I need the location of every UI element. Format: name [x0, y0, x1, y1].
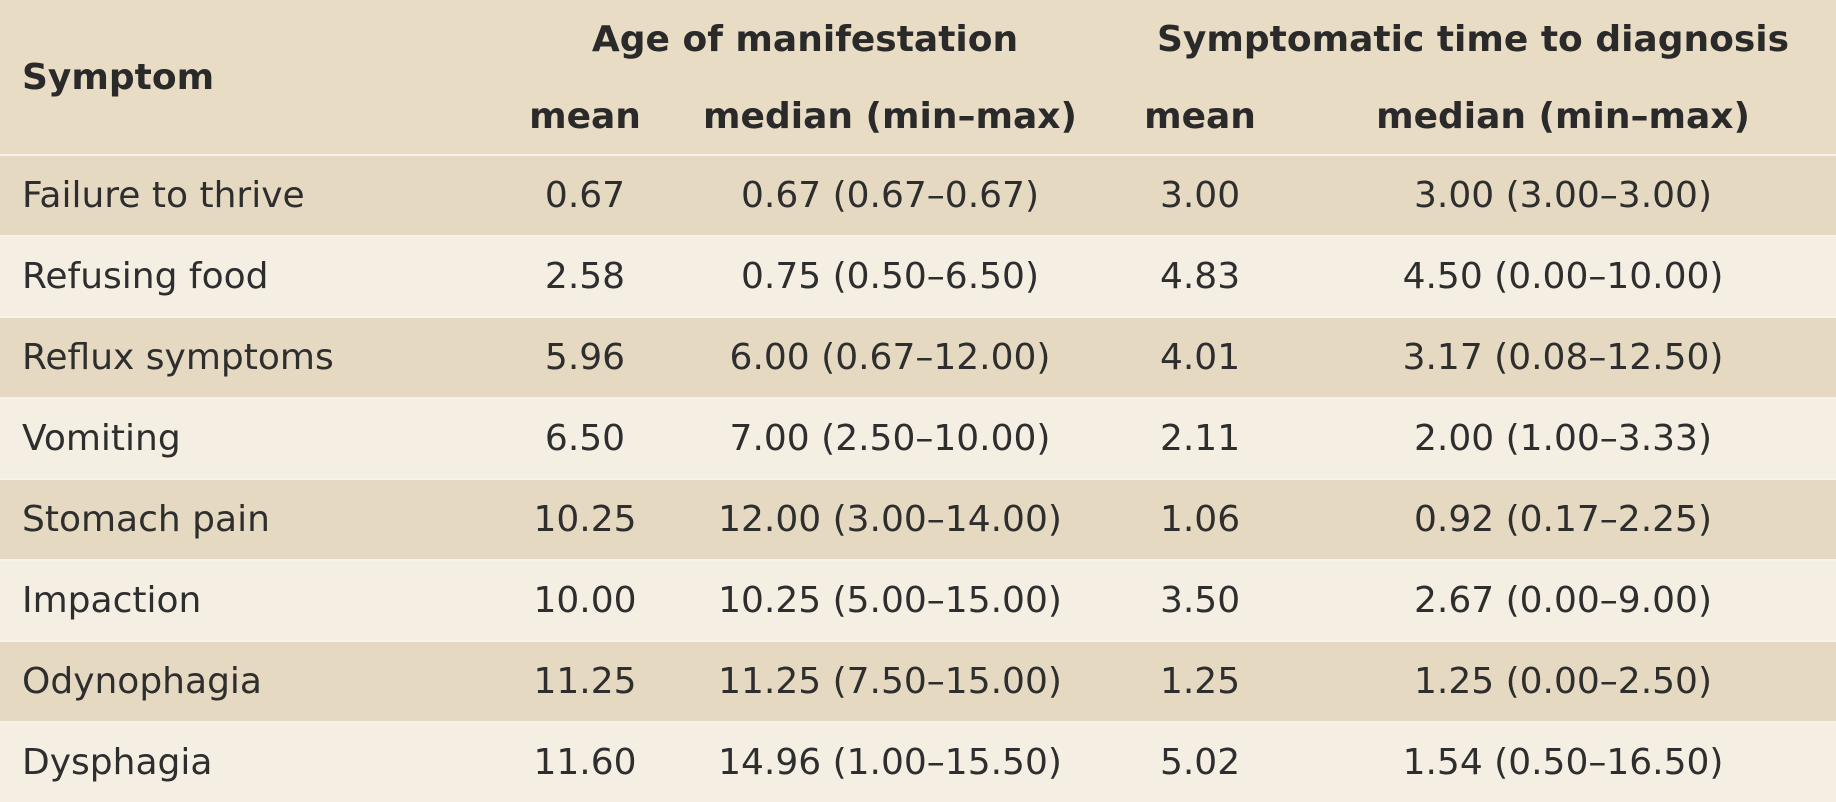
cell-age-median: 11.25 (7.50–15.00) [718, 661, 1062, 702]
cell-age-median: 0.75 (0.50–6.50) [741, 256, 1040, 297]
cell-time-median: 4.50 (0.00–10.00) [1402, 256, 1724, 297]
header-time-mean: mean [1144, 95, 1256, 137]
table-row: Stomach pain 10.25 12.00 (3.00–14.00) 1.… [0, 479, 1836, 560]
header-time-median: median (min–max) [1376, 95, 1750, 137]
cell-symptom: Failure to thrive [22, 175, 305, 216]
header-row-groups: Symptom Age of manifestation Symptomatic… [0, 0, 1836, 98]
cell-time-median: 1.25 (0.00–2.50) [1414, 661, 1713, 702]
cell-symptom: Refusing food [22, 256, 269, 297]
table-row: Failure to thrive 0.67 0.67 (0.67–0.67) … [0, 155, 1836, 236]
cell-time-median: 0.92 (0.17–2.25) [1414, 499, 1713, 540]
header-symptomatic-time: Symptomatic time to diagnosis [1156, 18, 1790, 60]
table-row: Dysphagia 11.60 14.96 (1.00–15.50) 5.02 … [0, 722, 1836, 802]
table-header: Symptom Age of manifestation Symptomatic… [0, 0, 1836, 155]
table-row: Vomiting 6.50 7.00 (2.50–10.00) 2.11 2.0… [0, 398, 1836, 479]
cell-time-mean: 1.25 [1159, 661, 1241, 702]
cell-time-mean: 4.01 [1159, 337, 1241, 378]
cell-age-median: 6.00 (0.67–12.00) [729, 337, 1051, 378]
cell-time-mean: 3.50 [1159, 580, 1241, 621]
cell-age-median: 7.00 (2.50–10.00) [729, 418, 1051, 459]
cell-symptom: Odynophagia [22, 661, 262, 702]
cell-symptom: Reflux symptoms [22, 337, 334, 378]
cell-time-median: 1.54 (0.50–16.50) [1402, 742, 1724, 783]
cell-symptom: Vomiting [22, 418, 181, 459]
cell-age-mean: 6.50 [544, 418, 626, 459]
cell-time-mean: 5.02 [1159, 742, 1241, 783]
cell-time-mean: 3.00 [1159, 175, 1241, 216]
cell-age-median: 12.00 (3.00–14.00) [718, 499, 1062, 540]
cell-time-mean: 1.06 [1159, 499, 1241, 540]
cell-age-mean: 11.60 [533, 742, 637, 783]
header-symptom: Symptom [22, 56, 215, 98]
cell-time-mean: 2.11 [1159, 418, 1241, 459]
cell-age-mean: 5.96 [544, 337, 626, 378]
cell-age-median: 10.25 (5.00–15.00) [718, 580, 1062, 621]
cell-age-mean: 2.58 [544, 256, 626, 297]
cell-age-mean: 11.25 [533, 661, 637, 702]
table-row: Impaction 10.00 10.25 (5.00–15.00) 3.50 … [0, 560, 1836, 641]
cell-time-median: 2.00 (1.00–3.33) [1414, 418, 1713, 459]
cell-symptom: Dysphagia [22, 742, 213, 783]
cell-time-mean: 4.83 [1159, 256, 1241, 297]
table-row: Refusing food 2.58 0.75 (0.50–6.50) 4.83… [0, 236, 1836, 317]
cell-time-median: 2.67 (0.00–9.00) [1414, 580, 1713, 621]
header-age-median: median (min–max) [703, 95, 1077, 137]
cell-symptom: Stomach pain [22, 499, 270, 540]
table-body: Failure to thrive 0.67 0.67 (0.67–0.67) … [0, 155, 1836, 802]
cell-age-median: 14.96 (1.00–15.50) [718, 742, 1062, 783]
cell-time-median: 3.17 (0.08–12.50) [1402, 337, 1724, 378]
cell-age-mean: 0.67 [544, 175, 626, 216]
cell-age-median: 0.67 (0.67–0.67) [741, 175, 1040, 216]
table-row: Reflux symptoms 5.96 6.00 (0.67–12.00) 4… [0, 317, 1836, 398]
cell-symptom: Impaction [22, 580, 202, 621]
cell-age-mean: 10.00 [533, 580, 637, 621]
cell-time-median: 3.00 (3.00–3.00) [1414, 175, 1713, 216]
cell-age-mean: 10.25 [533, 499, 637, 540]
table-row: Odynophagia 11.25 11.25 (7.50–15.00) 1.2… [0, 641, 1836, 722]
header-age-of-manifestation: Age of manifestation [591, 18, 1019, 60]
header-age-mean: mean [529, 95, 641, 137]
